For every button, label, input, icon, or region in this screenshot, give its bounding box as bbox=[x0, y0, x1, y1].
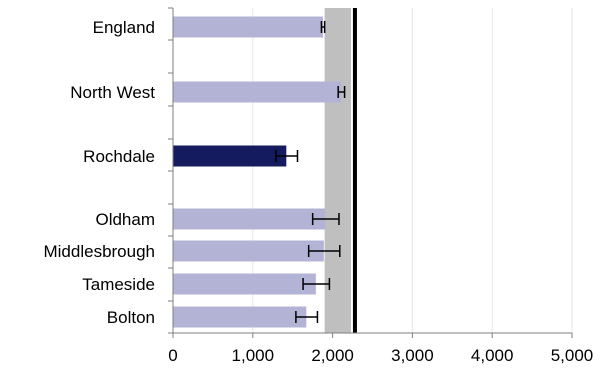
x-tick-label: 2,000 bbox=[311, 346, 354, 365]
category-label: Oldham bbox=[95, 210, 155, 229]
category-label: Tameside bbox=[82, 275, 155, 294]
x-tick-label: 1,000 bbox=[232, 346, 275, 365]
bar bbox=[173, 208, 326, 230]
bar bbox=[173, 240, 324, 262]
x-tick-label: 0 bbox=[168, 346, 177, 365]
x-tick-label: 4,000 bbox=[471, 346, 514, 365]
bar bbox=[173, 273, 316, 295]
bar bbox=[173, 145, 287, 167]
category-label: Bolton bbox=[107, 308, 155, 327]
category-label: England bbox=[93, 18, 155, 37]
category-label: North West bbox=[70, 83, 155, 102]
category-labels: England North West Rochdale Oldham Middlesbr… bbox=[43, 18, 155, 327]
bars bbox=[173, 16, 342, 328]
bar bbox=[173, 81, 342, 103]
x-tick-label: 3,000 bbox=[391, 346, 434, 365]
category-label: Rochdale bbox=[83, 147, 155, 166]
error-bars bbox=[275, 21, 346, 323]
bar bbox=[173, 306, 307, 328]
x-tick-labels: 0 1,000 2,000 3,000 4,000 5,000 bbox=[168, 346, 593, 365]
bar bbox=[173, 16, 324, 38]
category-label: Middlesbrough bbox=[43, 242, 155, 261]
axes bbox=[168, 7, 573, 338]
x-tick-label: 5,000 bbox=[551, 346, 594, 365]
